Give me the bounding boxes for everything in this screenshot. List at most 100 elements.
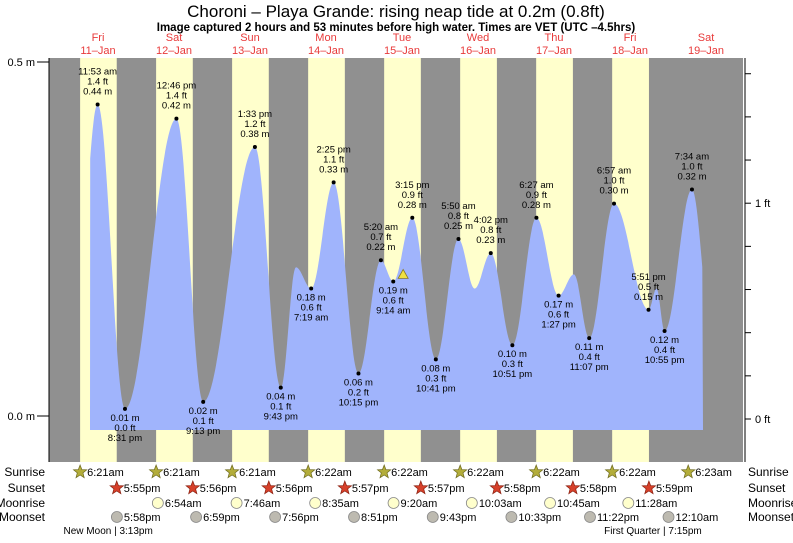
moonset-time: 8:51pm [361,512,398,524]
moonrise-time: 6:54am [165,498,202,510]
sunset-time: 5:56pm [200,483,237,495]
extreme-m-label: 0.28 m [398,200,427,211]
moonrise-moon-icon [309,497,322,509]
extreme-time-label: 10:15 pm [339,398,379,409]
chart-subtitle: Image captured 2 hours and 53 minutes be… [157,22,636,34]
moonset-time: 11:22pm [597,512,639,524]
extreme-time-label: 3:15 pm [395,180,429,191]
high-tide-point [378,258,383,263]
low-tide-point [556,293,561,298]
sunrise-row-label-left: Sunrise [4,465,45,479]
sunrise-star-icon [680,464,696,479]
extreme-time-label: 7:19 am [294,313,328,324]
moonset-moon-icon [190,511,203,523]
date-label: 14–Jan [308,45,344,57]
extreme-m-label: 0.11 m [575,342,603,353]
high-tide-point [95,102,100,107]
sunset-star-icon [261,480,277,495]
moonset-row-label-left: Moonset [0,510,46,524]
day-labels: Fri11–JanSat12–JanSun13–JanMon14–JanTue1… [80,32,724,57]
moonrise-time: 10:03am [479,498,522,510]
axes: 0.5 m 0.0 m 1 ft 0 ft [7,57,770,462]
extreme-ft-label: 0.6 ft [383,295,404,306]
high-tide-point [331,180,336,185]
moonset-moon-icon [662,511,675,523]
sunset-star-icon [489,480,505,495]
moonset-time: 5:58pm [124,512,161,524]
right-axis-tick-label: 0 ft [755,414,770,426]
sunset-row-label-left: Sunset [8,481,46,495]
extreme-ft-label: 0.3 ft [502,359,523,370]
sunrise-star-icon [528,464,544,479]
moonrise-time: 11:28am [635,498,677,510]
extreme-ft-label: 0.9 ft [402,190,423,201]
low-tide-point [433,357,438,362]
sunrise-star-icon [224,464,240,479]
extreme-time-label: 9:43 pm [264,412,298,423]
high-tide-point [456,237,461,241]
moonrise-moon-icon [151,497,164,509]
moonset-time: 7:56pm [282,512,319,524]
sunrise-time: 6:22am [391,467,428,479]
moonset-time: 10:33pm [518,512,561,524]
extreme-time-label: 11:53 am [78,66,117,77]
extreme-m-label: 0.02 m [189,406,218,417]
sunrise-time: 6:23am [695,467,732,479]
extreme-ft-label: 0.6 ft [548,310,569,321]
sunset-time: 5:58pm [504,483,541,495]
extreme-time-label: 9:13 pm [186,426,220,437]
moonrise-time: 7:46am [244,498,281,510]
extreme-m-label: 0.25 m [444,221,473,232]
sunrise-time: 6:22am [619,467,656,479]
sunset-time: 5:56pm [276,483,313,495]
low-tide-point [662,329,667,334]
extreme-time-label: 9:14 am [376,305,410,316]
extreme-ft-label: 1.0 ft [681,161,702,172]
low-tide-point [122,406,127,411]
extreme-ft-label: 0.6 ft [301,303,322,314]
low-tide-point [201,399,206,404]
moonset-moon-icon [110,511,123,523]
moonrise-time: 8:35am [322,498,359,510]
tide-area [90,104,703,430]
extreme-m-label: 0.23 m [476,235,505,246]
sunrise-row-label-right: Sunrise [748,465,789,479]
extreme-time-label: 5:50 am [441,201,475,212]
weekday-label: Wed [467,32,489,44]
date-label: 16–Jan [460,45,496,57]
chart-title: Choroni – Playa Grande: rising neap tide… [187,2,605,21]
extreme-time-label: 5:51 pm [631,272,665,283]
high-tide-point [689,187,694,192]
sunrise-time: 6:22am [315,467,352,479]
high-tide-point [534,215,539,220]
extreme-m-label: 0.06 m [344,378,373,389]
sunset-star-icon [413,480,429,495]
moonrise-time: 9:20am [401,498,438,510]
extreme-ft-label: 0.4 ft [654,345,675,356]
sunset-time: 5:58pm [580,483,617,495]
moonrise-moon-icon [544,497,556,509]
weekday-label: Sat [166,32,183,44]
moonset-moon-icon [269,511,282,523]
left-axis-tick-label: 0.5 m [7,57,35,69]
current-tide-marker [397,268,409,279]
extreme-m-label: 0.38 m [240,129,269,140]
weekday-label: Tue [393,32,412,44]
extreme-m-label: 0.30 m [599,186,628,197]
extreme-time-label: 4:02 pm [474,215,508,226]
extreme-m-label: 0.18 m [297,293,326,304]
sunset-time: 5:57pm [428,483,465,495]
extreme-m-label: 0.12 m [650,335,679,346]
extreme-ft-label: 0.1 ft [193,416,214,427]
moonset-moon-icon [584,511,596,523]
sunset-time: 5:55pm [124,483,161,495]
sunrise-star-icon [300,464,316,479]
tide-curve-group [90,104,703,430]
sun-moon-rows: Sunrise Sunrise 6:21am 6:21am 6:21am 6:22am 6:… [0,464,793,537]
date-label: 12–Jan [156,45,192,57]
extreme-m-label: 0.44 m [83,86,112,97]
extreme-m-label: 0.04 m [266,392,295,403]
sunset-star-icon [641,480,657,495]
extreme-ft-label: 0.1 ft [270,402,291,413]
